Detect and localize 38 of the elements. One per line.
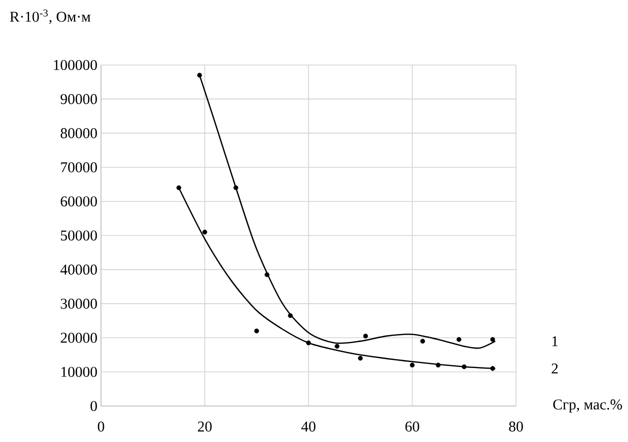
point [490,366,496,371]
y-tick-label: 30000 [60,298,97,309]
point [264,272,270,278]
y-tick-label: 70000 [61,162,97,172]
x-tick-label: 40 [301,422,316,432]
y-tick-label: 50000 [61,230,97,241]
point [233,185,238,190]
point [436,362,441,368]
point [363,334,368,338]
point [254,328,260,334]
point [490,337,496,342]
x-tick-label: 80 [509,422,523,432]
point [410,362,415,368]
point [176,185,182,190]
point [197,72,202,78]
point [334,344,340,349]
x-tick-label: 0 [98,422,104,432]
y-tick-label: 10000 [61,366,97,377]
y-tick-label: 40000 [60,264,97,275]
y-tick-label: 20000 [60,332,97,343]
point [288,313,293,318]
y-tick-label: 0 [90,400,97,412]
y-tick-label: 80000 [60,128,97,138]
y-tick-label: 100000 [54,60,97,70]
point [358,356,363,361]
y-tick-label: 60000 [60,196,97,206]
point [202,230,208,234]
point [420,338,426,344]
point [456,337,462,342]
text: 1 [552,336,558,346]
point [306,340,311,346]
y-tick-label: 90000 [60,94,97,104]
point [462,364,467,370]
x-axis-title: Сгр, мас.% [553,399,622,413]
x-tick-label: 60 [405,422,420,432]
text: 2 [552,364,558,374]
y-axis-title: R·10$^{-3}$, Ом·м [10,10,90,24]
x-tick-label: 20 [198,422,212,432]
